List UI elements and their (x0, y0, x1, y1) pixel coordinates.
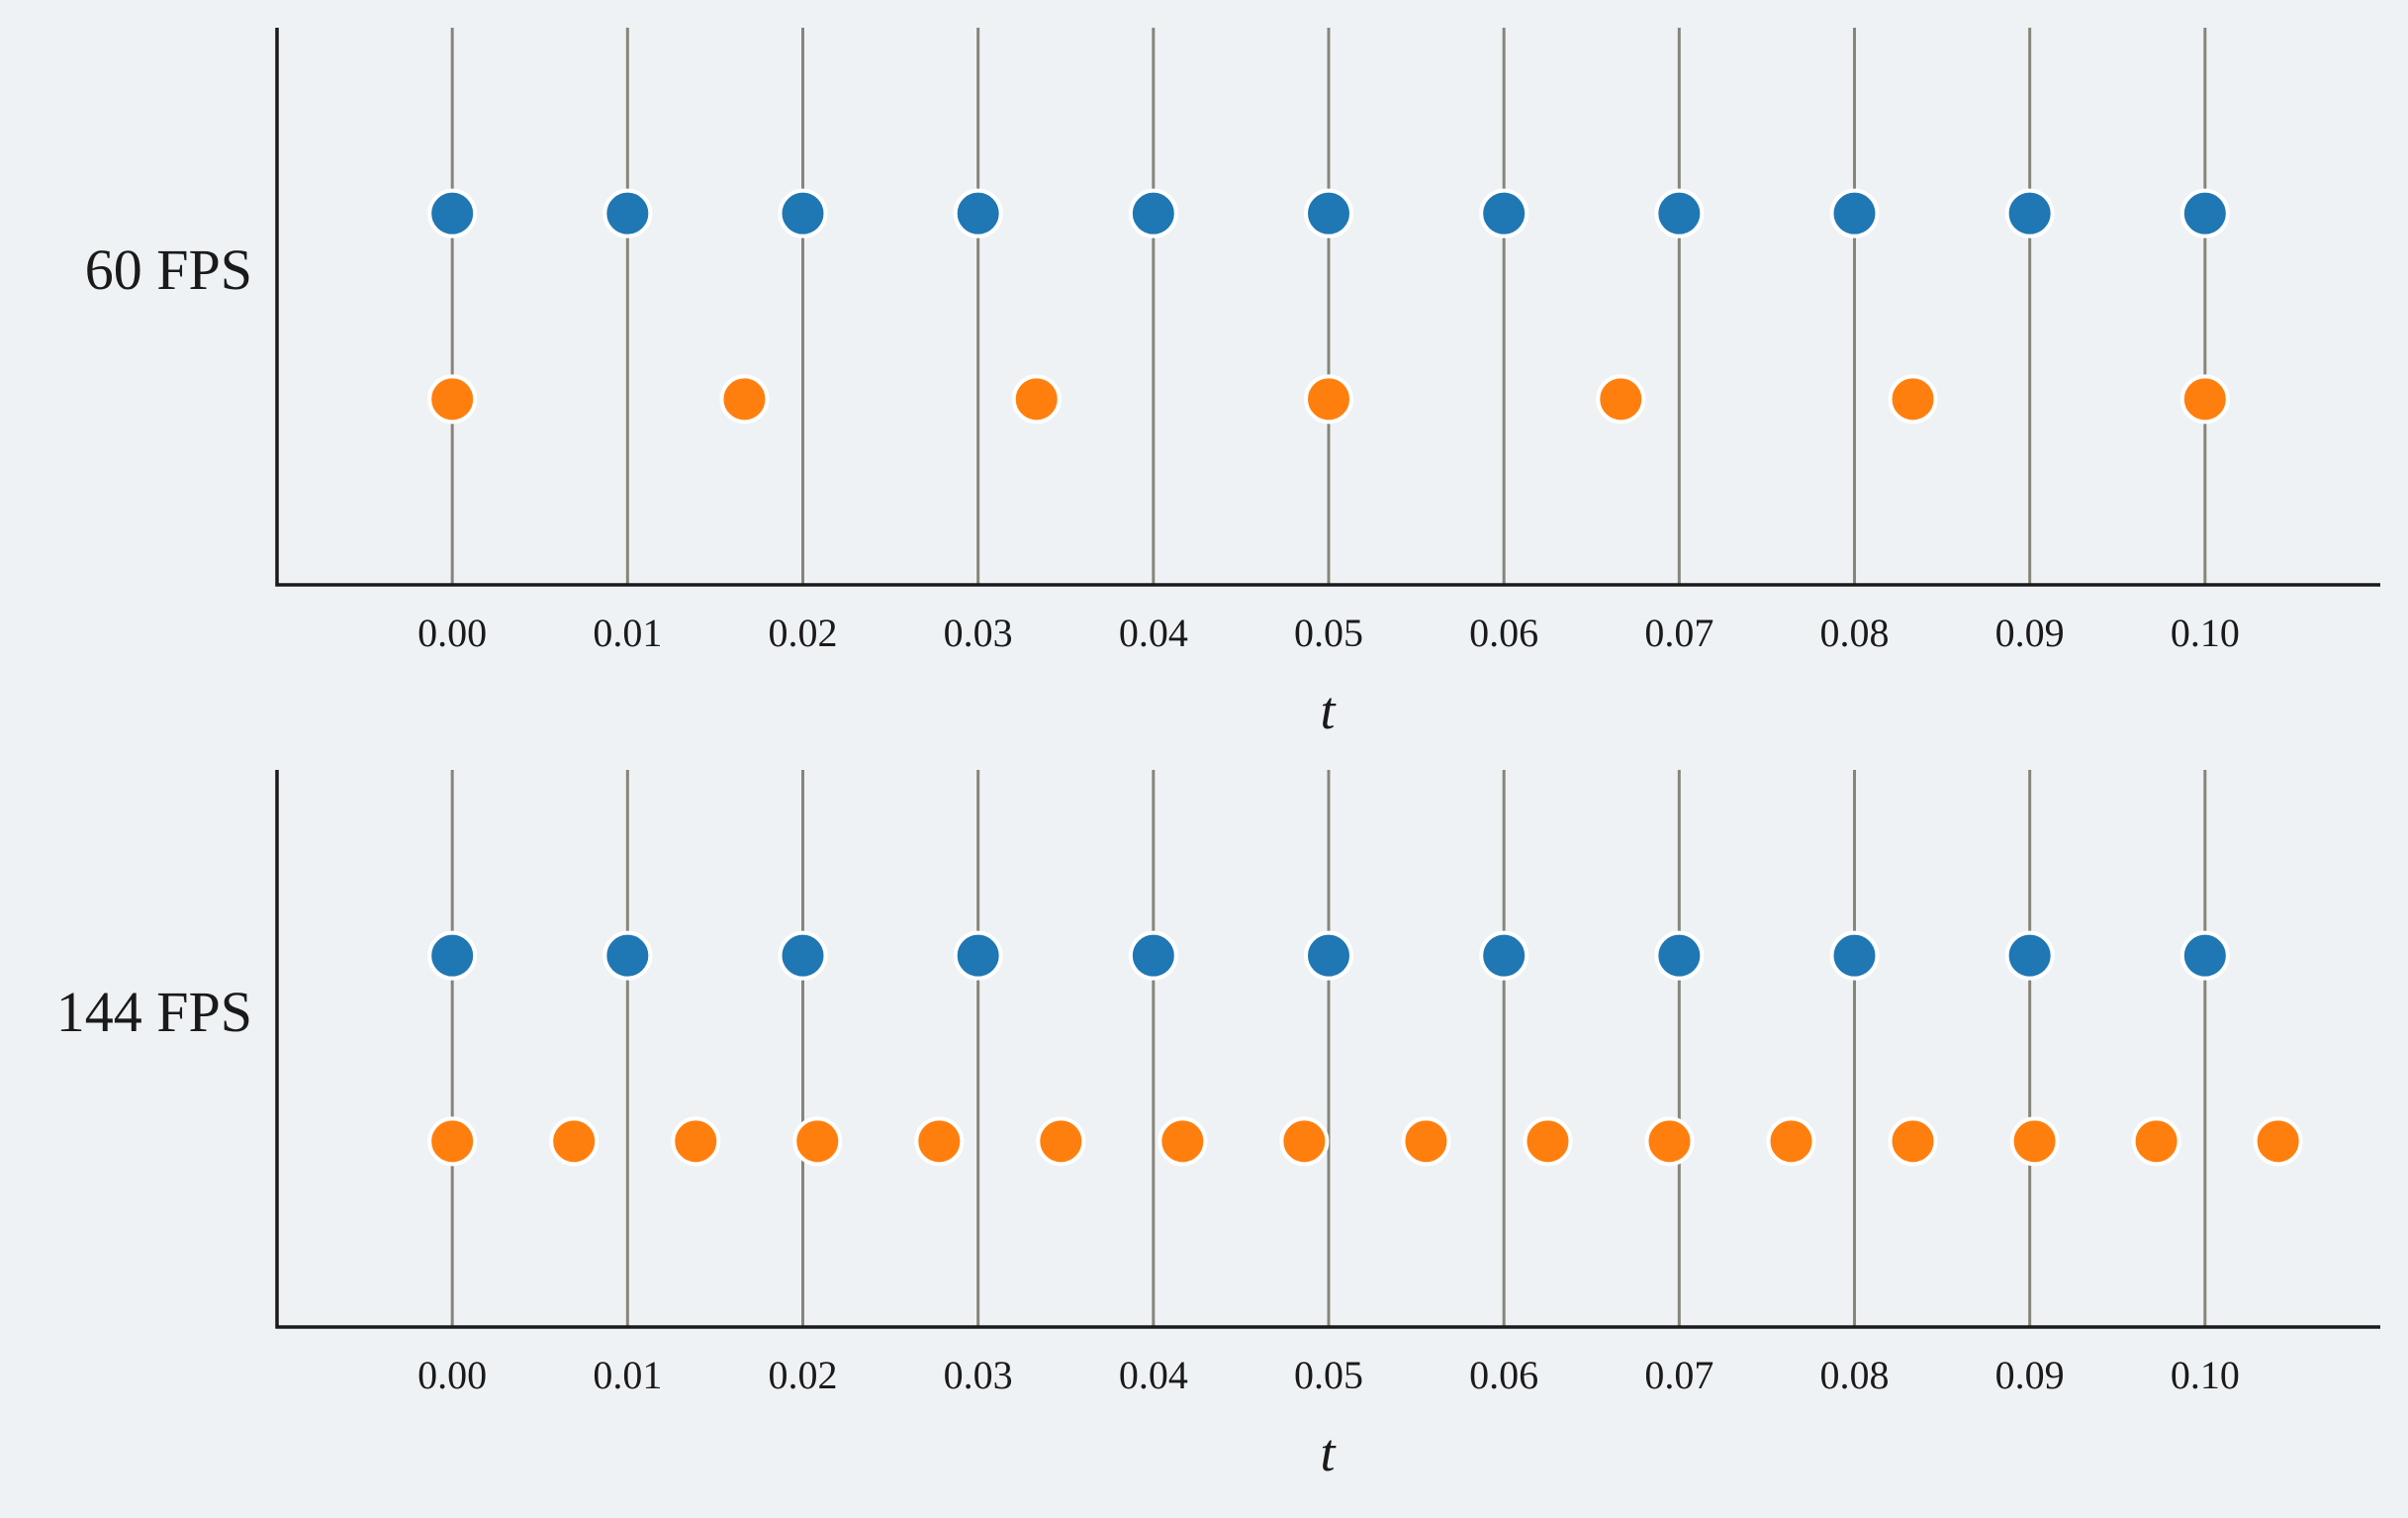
frame-point-60fps-0 (427, 374, 478, 425)
x-tick-label-144fps-0: 0.00 (417, 1353, 487, 1397)
frame-point-60fps-3 (1304, 374, 1353, 425)
tick-point-60fps-7 (1654, 188, 1705, 238)
frame-point-144fps-12 (1888, 1116, 1938, 1167)
frame-point-144fps-9 (1523, 1116, 1573, 1167)
tick-point-144fps-1 (602, 930, 653, 981)
tick-point-144fps-6 (1479, 930, 1529, 981)
x-tick-label-60fps-9: 0.09 (1995, 611, 2065, 655)
tick-point-144fps-9 (2004, 930, 2055, 981)
tick-point-60fps-9 (2004, 188, 2055, 238)
tick-point-60fps-6 (1479, 188, 1529, 238)
x-tick-label-60fps-10: 0.10 (2171, 611, 2240, 655)
tick-point-60fps-3 (953, 188, 1003, 238)
x-axis-label-60fps: t (1320, 681, 1337, 740)
tick-point-60fps-5 (1304, 188, 1353, 238)
panel-144fps: 144 FPS t 0.00 0.01 0.02 0.03 0.04 0.05 0.06 0.… (56, 770, 2380, 1482)
frame-point-144fps-0 (427, 1116, 478, 1167)
tick-point-60fps-2 (778, 188, 828, 238)
x-tick-label-144fps-3: 0.03 (944, 1353, 1013, 1397)
x-tick-label-60fps-3: 0.03 (944, 611, 1013, 655)
frame-point-60fps-5 (1888, 374, 1938, 425)
x-axis-label-144fps: t (1320, 1423, 1337, 1482)
frame-point-144fps-13 (2009, 1116, 2060, 1167)
x-tick-label-60fps-8: 0.08 (1820, 611, 1890, 655)
x-tick-label-144fps-6: 0.06 (1469, 1353, 1538, 1397)
tick-point-144fps-2 (778, 930, 828, 981)
x-tick-label-144fps-10: 0.10 (2171, 1353, 2240, 1397)
tick-point-144fps-3 (953, 930, 1003, 981)
frame-point-144fps-6 (1158, 1116, 1208, 1167)
tick-point-60fps-8 (1829, 188, 1880, 238)
x-tick-label-60fps-5: 0.05 (1294, 611, 1363, 655)
x-tick-label-60fps-4: 0.04 (1119, 611, 1188, 655)
frame-point-144fps-4 (914, 1116, 965, 1167)
frame-point-144fps-14 (2131, 1116, 2181, 1167)
tick-point-144fps-10 (2179, 930, 2230, 981)
frame-point-60fps-1 (719, 374, 770, 425)
frame-point-144fps-3 (792, 1116, 843, 1167)
frame-point-144fps-1 (549, 1116, 600, 1167)
x-tick-label-144fps-9: 0.09 (1995, 1353, 2065, 1397)
frame-point-144fps-10 (1644, 1116, 1695, 1167)
tick-point-60fps-0 (427, 188, 478, 238)
tick-point-144fps-5 (1304, 930, 1353, 981)
x-tick-label-144fps-2: 0.02 (769, 1353, 838, 1397)
frame-point-144fps-2 (671, 1116, 721, 1167)
frame-point-60fps-6 (2179, 374, 2230, 425)
tick-point-144fps-8 (1829, 930, 1880, 981)
x-tick-label-60fps-7: 0.07 (1644, 611, 1713, 655)
x-tick-label-144fps-5: 0.05 (1294, 1353, 1363, 1397)
x-tick-label-144fps-7: 0.07 (1644, 1353, 1713, 1397)
frame-point-144fps-8 (1401, 1116, 1451, 1167)
x-tick-label-60fps-6: 0.06 (1469, 611, 1538, 655)
x-tick-label-144fps-1: 0.01 (593, 1353, 662, 1397)
tick-point-144fps-0 (427, 930, 478, 981)
frame-point-144fps-15 (2253, 1116, 2303, 1167)
x-tick-label-60fps-2: 0.02 (769, 611, 838, 655)
tick-point-60fps-10 (2179, 188, 2230, 238)
x-tick-label-60fps-0: 0.00 (417, 611, 487, 655)
tick-point-144fps-4 (1128, 930, 1178, 981)
tick-point-144fps-7 (1654, 930, 1705, 981)
x-tick-label-144fps-8: 0.08 (1820, 1353, 1890, 1397)
frame-point-60fps-4 (1596, 374, 1646, 425)
x-tick-label-60fps-1: 0.01 (593, 611, 662, 655)
frame-point-144fps-11 (1766, 1116, 1816, 1167)
panel-60fps: 60 FPS t 0.00 0.01 0.02 0.03 0.04 0.05 0.06 0.0… (85, 28, 2380, 740)
tick-point-60fps-1 (602, 188, 653, 238)
tick-point-60fps-4 (1128, 188, 1178, 238)
frame-point-144fps-5 (1036, 1116, 1086, 1167)
frame-point-144fps-7 (1279, 1116, 1330, 1167)
row-label-144fps: 144 FPS (56, 980, 252, 1044)
x-tick-label-144fps-4: 0.04 (1119, 1353, 1188, 1397)
frame-point-60fps-2 (1011, 374, 1062, 425)
row-label-60fps: 60 FPS (85, 237, 252, 302)
